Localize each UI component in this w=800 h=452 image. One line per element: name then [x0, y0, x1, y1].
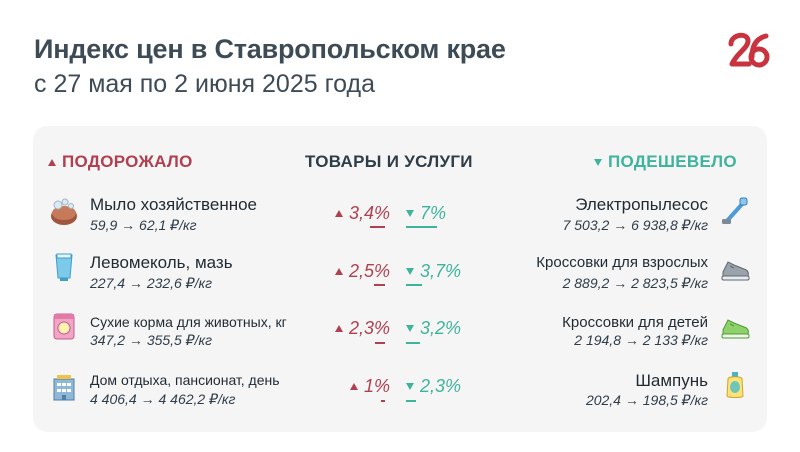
arrow-up-icon	[349, 383, 358, 390]
falling-header-label: ПОДЕШЕВЕЛО	[608, 152, 737, 171]
falling-bar	[406, 284, 423, 286]
arrow-down-icon	[406, 383, 414, 390]
sneaker-grey-icon	[721, 261, 750, 281]
sneaker-green-icon	[721, 319, 750, 339]
arrow-up-icon	[334, 325, 343, 332]
rising-percent: 2,3%	[300, 318, 390, 339]
rising-item-name: Сухие корма для животных, кг	[90, 314, 287, 330]
rising-percent: 1%	[300, 376, 390, 397]
hotel-building-icon	[53, 375, 75, 401]
brand-logo-icon	[728, 32, 770, 68]
rising-header-label: ПОДОРОЖАЛО	[62, 152, 193, 171]
arrow-down-icon	[406, 268, 414, 275]
falling-percent: 3,2%	[406, 318, 461, 339]
rising-percent-value: 2,3%	[348, 318, 390, 338]
falling-header: ПОДЕШЕВЕЛО	[594, 152, 737, 172]
soap-icon	[51, 198, 77, 225]
falling-percent-value: 7%	[420, 203, 447, 223]
rising-percent: 3,4%	[300, 203, 390, 224]
page-title: Индекс цен в Ставропольском крае	[34, 34, 506, 64]
falling-percent: 3,7%	[406, 261, 461, 282]
goods-services-header: ТОВАРЫ И УСЛУГИ	[305, 152, 473, 171]
falling-item-price: 202,4 → 198,5 ₽/кг	[585, 392, 708, 408]
falling-item-name: Кроссовки для детей	[562, 314, 708, 331]
falling-percent-value: 2,3%	[420, 376, 462, 396]
falling-bar	[406, 226, 437, 228]
rising-bar	[380, 400, 385, 402]
rising-item-name: Дом отдыха, пансионат, день	[90, 372, 280, 388]
rising-bar	[370, 226, 385, 228]
rising-percent-value: 1%	[363, 376, 390, 396]
falling-bar	[406, 400, 417, 402]
arrow-down-icon	[406, 210, 414, 217]
rising-item-price: 347,2 → 355,5 ₽/кг	[90, 332, 213, 348]
falling-percent: 2,3%	[406, 376, 461, 397]
arrow-up-icon	[48, 158, 56, 166]
rising-item-name: Мыло хозяйственное	[90, 195, 258, 214]
page-subtitle: с 27 мая по 2 июня 2025 года	[34, 70, 375, 98]
arrow-up-icon	[334, 210, 343, 217]
arrow-down-icon	[406, 325, 414, 332]
shampoo-bottle-icon	[726, 372, 744, 398]
falling-item-name: Кроссовки для взрослых	[536, 254, 708, 271]
arrow-up-icon	[334, 268, 343, 275]
falling-percent-value: 3,7%	[420, 261, 462, 281]
rising-percent-value: 3,4%	[348, 203, 390, 223]
falling-bar	[406, 342, 421, 344]
falling-item-price: 2 194,8 → 2 133 ₽/кг	[574, 332, 708, 348]
falling-percent-value: 3,2%	[420, 318, 462, 338]
arrow-down-icon	[594, 158, 602, 166]
rising-percent: 2,5%	[300, 261, 390, 282]
falling-item-price: 7 503,2 → 6 938,8 ₽/кг	[562, 217, 708, 233]
ointment-tube-icon	[55, 253, 73, 281]
rising-bar	[374, 284, 385, 286]
falling-item-price: 2 889,2 → 2 823,5 ₽/кг	[562, 275, 708, 291]
falling-item-name: Шампунь	[635, 371, 708, 390]
falling-item-name: Электропылесос	[575, 195, 708, 214]
rising-percent-value: 2,5%	[348, 261, 390, 281]
price-table-panel	[33, 126, 767, 432]
rising-item-price: 59,9 → 62,1 ₽/кг	[90, 217, 197, 233]
vacuum-cleaner-icon	[722, 197, 748, 224]
rising-item-price: 227,4 → 232,6 ₽/кг	[90, 275, 213, 291]
rising-header: ПОДОРОЖАЛО	[48, 152, 193, 172]
rising-item-name: Левомеколь, мазь	[90, 253, 233, 272]
pet-food-bag-icon	[53, 313, 75, 340]
rising-bar	[374, 342, 385, 344]
falling-percent: 7%	[406, 203, 446, 224]
rising-item-price: 4 406,4 → 4 462,2 ₽/кг	[90, 391, 236, 407]
